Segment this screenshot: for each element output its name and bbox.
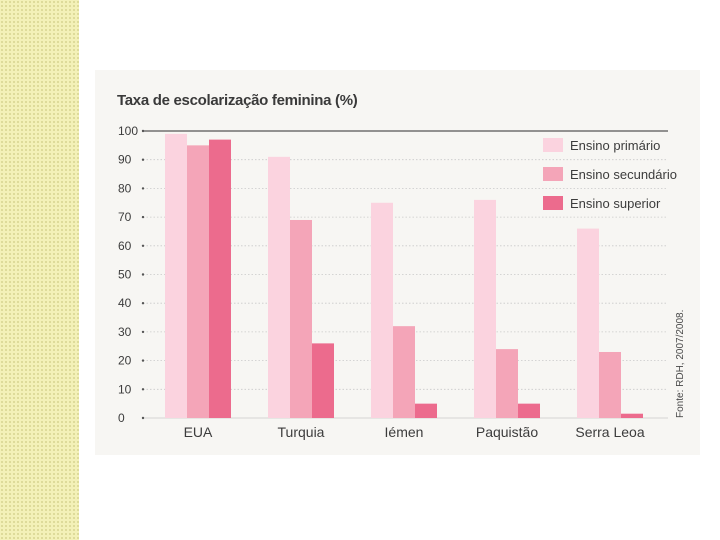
bar [371, 202, 393, 418]
category-label: EUA [184, 424, 213, 440]
y-tick-label: 0 [118, 411, 125, 425]
legend: Ensino primário Ensino secundário Ensino s… [543, 138, 677, 211]
y-tick-label: 30 [118, 325, 132, 339]
legend-label: Ensino secundário [570, 167, 677, 182]
legend-swatch [543, 167, 563, 181]
y-axis-ticks: 0 10 20 30 40 50 60 70 80 90 100 [118, 124, 145, 425]
y-tick-label: 40 [118, 296, 132, 310]
y-tick-label: 80 [118, 181, 132, 195]
bar [290, 219, 312, 418]
y-tick-label: 60 [118, 239, 132, 253]
bar [474, 199, 496, 418]
source-note: Fonte: RDH, 2007/2008. [675, 310, 686, 418]
y-tick-mark [141, 359, 145, 362]
bar [187, 145, 209, 418]
y-tick-label: 100 [118, 124, 138, 138]
y-tick-mark [141, 187, 145, 190]
bar [393, 326, 415, 418]
y-tick-label: 10 [118, 382, 132, 396]
category-label: Turquia [278, 424, 325, 440]
legend-swatch [543, 138, 563, 152]
y-tick-mark [141, 129, 145, 133]
y-tick-label: 90 [118, 153, 132, 167]
bar [209, 139, 231, 419]
y-tick-mark [141, 330, 145, 334]
legend-label: Ensino superior [570, 196, 661, 211]
bar [496, 349, 518, 418]
legend-label: Ensino primário [570, 138, 660, 153]
category-label: Serra Leoa [575, 424, 644, 440]
bar [165, 133, 187, 418]
category-label: Iémen [385, 424, 424, 440]
y-tick-mark [141, 388, 145, 391]
bar [599, 351, 621, 418]
bar [268, 156, 290, 418]
bar [518, 403, 540, 418]
bars [165, 133, 643, 419]
category-label: Paquistão [476, 424, 538, 440]
y-tick-label: 20 [118, 354, 132, 368]
legend-swatch [543, 196, 563, 210]
y-tick-mark [141, 416, 145, 420]
y-tick-mark [141, 273, 145, 276]
y-tick-mark [141, 244, 145, 247]
y-tick-mark [141, 302, 145, 305]
bar [415, 403, 437, 418]
y-tick-label: 50 [118, 268, 132, 282]
y-tick-mark [141, 215, 145, 219]
bar [621, 413, 643, 418]
y-tick-mark [141, 158, 145, 161]
chart-title: Taxa de escolarização feminina (%) [117, 92, 358, 109]
bar [312, 343, 334, 418]
y-tick-label: 70 [118, 210, 132, 224]
decorative-side-band [0, 0, 79, 540]
bar [577, 228, 599, 418]
x-axis-categories: EUA Turquia Iémen Paquistão Serra Leoa [184, 424, 645, 440]
